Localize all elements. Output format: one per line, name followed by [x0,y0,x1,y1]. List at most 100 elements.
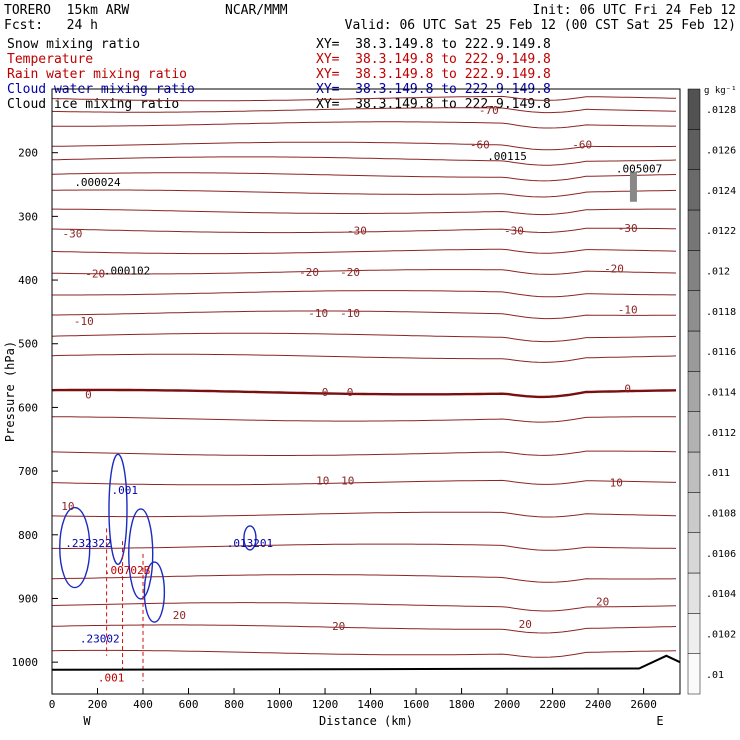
colorbar-swatch [687,129,701,170]
isotherm-line [51,479,677,486]
isotherm-line [52,121,676,129]
colorbar-tick-label: .0126 [706,146,736,157]
forecast-hour: Fcst: 24 h [4,18,98,33]
y-tick-label: 400 [18,274,38,287]
isotherm-line [52,290,676,298]
isotherm-line [51,624,677,634]
center-name: NCAR/MMM [225,3,288,18]
isotherm-label: 0 [322,386,329,399]
isotherm-line [51,602,677,612]
maximum-value-label: .23002 [80,633,120,646]
maximum-value-label: .000024 [74,176,121,189]
isotherm-label: 20 [332,620,345,633]
terrain-line [51,654,681,671]
colorbar-swatch [687,653,701,695]
y-tick-label: 200 [18,147,38,160]
colorbar-swatch [687,411,701,453]
colorbar-tick-label: .0122 [706,226,736,237]
x-tick-label: 1000 [266,698,293,711]
isotherm-line [51,353,677,363]
colorbar-tick-label: .0116 [706,347,736,358]
y-tick-label: 800 [18,529,38,542]
colorbar-tick-label: .0112 [706,428,736,439]
isotherm-line [51,227,677,234]
isotherm-label: -60 [572,138,592,151]
isotherm-line [51,574,677,583]
isotherm-label: -30 [63,228,83,241]
isotherm-line [51,450,677,456]
maximum-value-label: .001 [98,671,125,684]
y-tick-label: 300 [18,210,38,223]
maximum-value-label: .013201 [227,537,273,550]
x-tick-label: 200 [88,698,108,711]
maximum-value-label: .00115 [487,150,527,163]
isotherm-line [51,156,677,166]
x-tick-label: 2200 [539,698,566,711]
colorbar-tick-label: .0106 [706,549,736,560]
isotherm-label: -10 [308,307,328,320]
isotherm-line [51,141,677,151]
x-tick-label: 0 [49,698,56,711]
x-tick-label: 2000 [494,698,521,711]
colorbar-swatch [687,492,701,533]
isotherm-line [51,416,676,423]
x-tick-label: 1600 [403,698,430,711]
maximum-value-label: .005007 [616,163,662,176]
field-cloudwater-name: Cloud water mixing ratio [7,82,195,97]
isotherm-label: 20 [173,609,186,622]
colorbar-swatch [687,532,701,574]
y-tick-label: 600 [18,401,38,414]
cloud-ice-shading [629,171,637,202]
y-tick-label: 700 [18,465,38,478]
isotherm-label: -20 [85,268,105,281]
y-tick-label: 1000 [12,656,39,669]
field-snow-xy: XY= 38.3.149.8 to 222.9.149.8 [316,37,551,52]
cloud-contours [51,171,681,682]
isotherm-line [51,95,677,102]
colorbar-swatch [687,451,701,493]
isotherm-line [51,649,677,658]
colorbar-tick-label: .0124 [706,186,736,197]
isotherm-label: 0 [624,382,631,395]
maximum-value-label: .000102 [104,265,150,278]
cloud-water-contour [128,508,154,600]
isotherm-label: 20 [596,596,609,609]
field-rain-xy: XY= 38.3.149.8 to 222.9.149.8 [316,67,551,82]
plot-border [51,88,681,695]
east-endpoint-label: E [656,714,663,728]
x-tick-label: 1200 [312,698,339,711]
init-time: Init: 06 UTC Fri 24 Feb 12 [532,3,737,18]
colorbar-tick-label: .012 [706,267,730,278]
isotherm-line [51,388,677,399]
colorbar-tick-label: .0108 [706,509,736,520]
x-tick-label: 1400 [357,698,384,711]
isotherm-label: -30 [347,224,367,237]
isotherm-label: -20 [299,266,319,279]
x-tick-label: 2400 [585,698,612,711]
field-temperature-xy: XY= 38.3.149.8 to 222.9.149.8 [316,52,551,67]
colorbar: .01 .0102 .0104 .0106 .0108 .011 .0112 .0114 .01… [687,86,737,695]
isotherm-label: 10 [316,475,329,488]
isotherm-label: -10 [340,307,360,320]
colorbar-swatch [687,330,701,372]
isotherm-line [51,511,677,518]
y-tick-label: 900 [18,592,38,605]
y-tick-label: 500 [18,338,38,351]
west-endpoint-label: W [83,714,91,728]
x-tick-label: 1800 [448,698,475,711]
colorbar-swatch [687,572,701,614]
colorbar-swatch [687,209,701,251]
maximum-value-label: .001 [112,484,139,497]
x-axis-label: Distance (km) [319,714,413,728]
contour-labels: -70-60 -60-30 -30 -30 -30-20 -20 -20 -20-10-10-… [61,104,662,684]
cloud-water-contour [59,506,91,589]
isotherm-line [52,310,676,320]
isotherm-label: -20 [340,266,360,279]
axes: 0 200 400 600 800 1000 1200 1400 1600 1800 2000 220… [3,147,664,728]
isotherm-line [51,172,677,182]
colorbar-tick-label: .01 [706,670,724,681]
isotherm-label: -10 [74,315,94,328]
model-title: TORERO 15km ARW [4,3,130,18]
colorbar-tick-label: .0128 [706,105,736,116]
